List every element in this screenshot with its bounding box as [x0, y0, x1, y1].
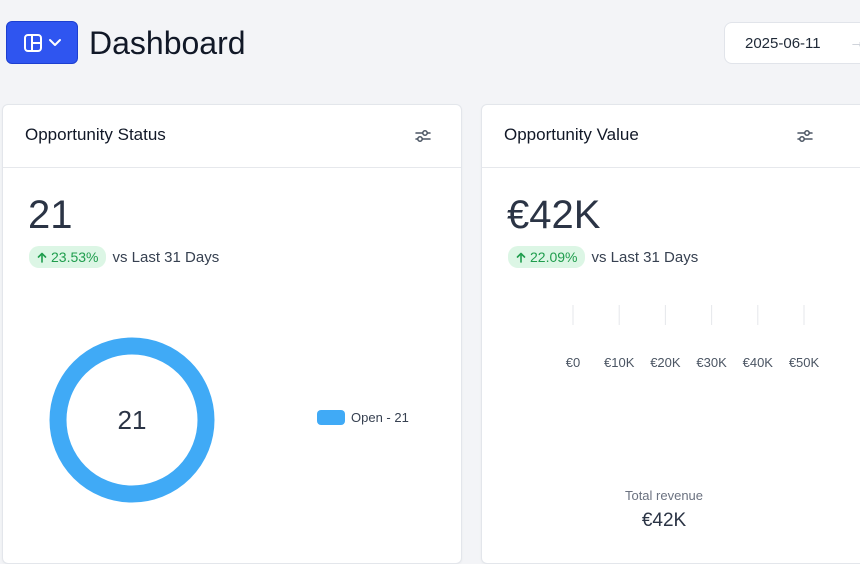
x-tick-label: €10K [604, 355, 635, 370]
x-tick-label: €0 [566, 355, 580, 370]
legend-label: Open - 21 [351, 410, 409, 425]
change-badge: 22.09% [508, 246, 586, 268]
x-tick-label: €30K [696, 355, 727, 370]
x-tick-label: €50K [789, 355, 820, 370]
filter-settings-icon[interactable] [796, 127, 814, 145]
arrow-right-icon: → [849, 34, 860, 51]
change-value: 22.09% [530, 249, 578, 265]
donut-chart: 21 [49, 337, 215, 503]
total-value: €42K [641, 510, 687, 531]
trend-row: 22.09% vs Last 31 Days [508, 246, 698, 268]
page-header: Dashboard 2025-06-11 → [0, 0, 860, 90]
x-tick-label: €20K [650, 355, 681, 370]
change-badge: 23.53% [29, 246, 107, 268]
trend-row: 23.53% vs Last 31 Days [29, 246, 219, 268]
opportunity-value-card: Opportunity Value €42K 22.09% vs Last 31… [481, 104, 860, 564]
chevron-down-icon [48, 38, 61, 46]
layout-grid-icon [23, 33, 42, 52]
arrow-up-icon [37, 252, 47, 263]
card-header: Opportunity Status [3, 105, 461, 168]
metric-value: €42K [507, 193, 601, 237]
layout-switch-button[interactable] [6, 21, 78, 64]
legend-swatch [317, 410, 345, 425]
page-title: Dashboard [89, 25, 246, 61]
donut-svg [49, 337, 215, 503]
comparison-text: vs Last 31 Days [591, 248, 699, 266]
comparison-text: vs Last 31 Days [112, 248, 220, 266]
change-value: 23.53% [51, 249, 99, 265]
x-tick-label: €40K [743, 355, 774, 370]
filter-settings-icon[interactable] [414, 127, 432, 145]
card-title: Opportunity Value [504, 125, 639, 144]
donut-center-label: 21 [117, 404, 147, 435]
x-axis-title: Total revenue [624, 488, 704, 503]
chart-legend: Open - 21 [317, 410, 409, 425]
metric-value: 21 [28, 193, 73, 237]
card-header: Opportunity Value [482, 105, 860, 168]
bar-chart: €0€10K€20K€30K€40K€50KOpen [566, 305, 820, 370]
opportunity-status-card: Opportunity Status 21 23.53% vs Last 31 … [2, 104, 462, 564]
start-date: 2025-06-11 [745, 35, 821, 52]
date-range-picker[interactable]: 2025-06-11 → [724, 22, 860, 64]
card-title: Opportunity Status [25, 125, 166, 144]
donut-slice-open[interactable] [49, 337, 215, 503]
arrow-up-icon [516, 252, 526, 263]
